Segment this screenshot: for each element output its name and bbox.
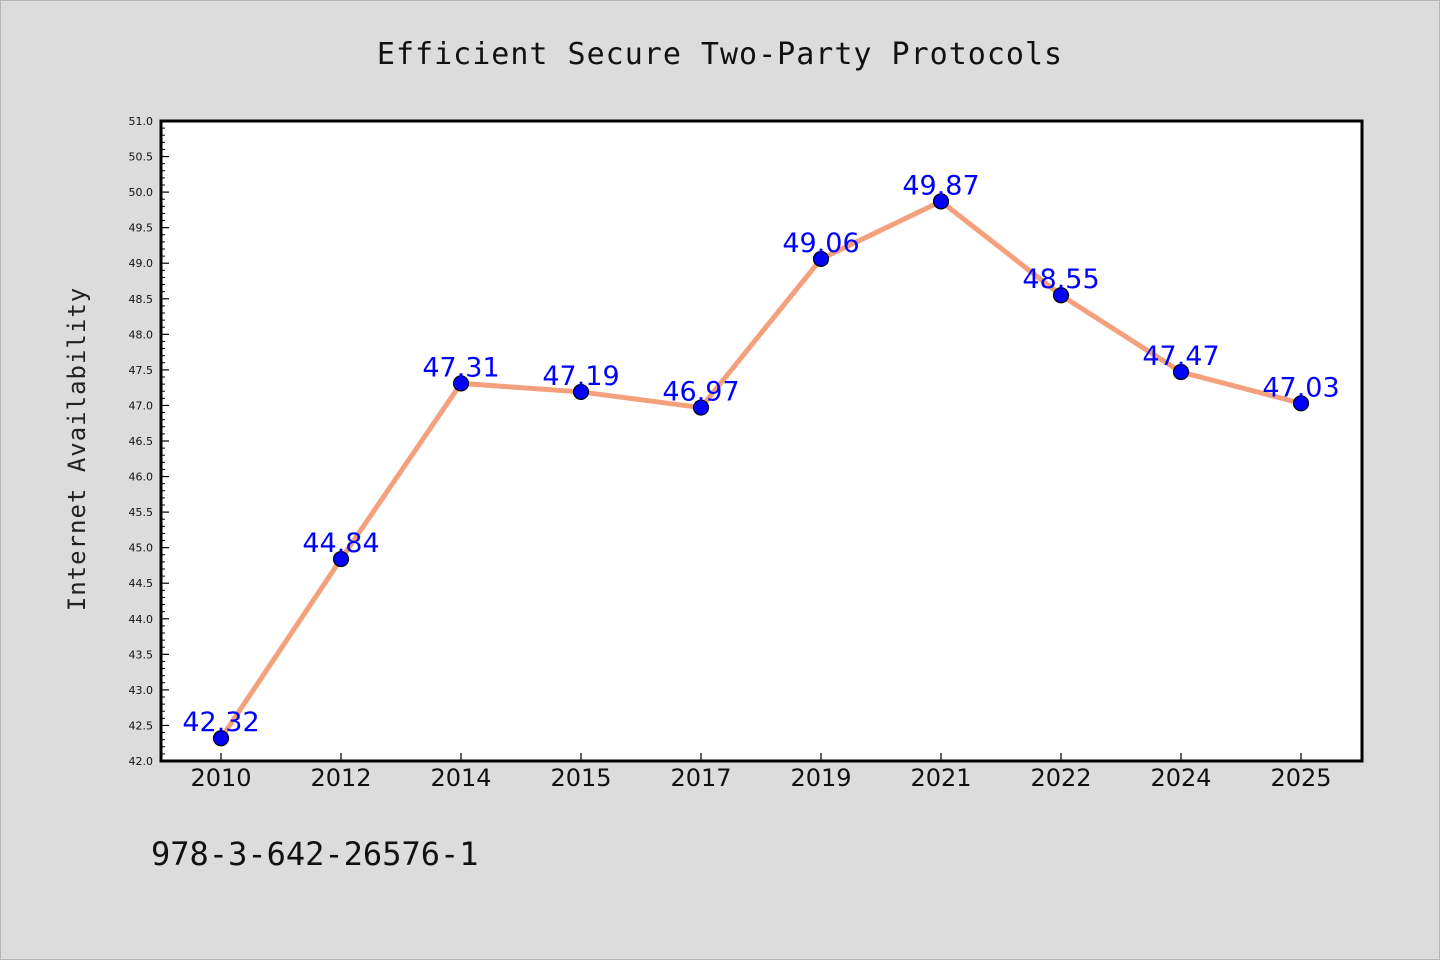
data-point <box>692 399 710 416</box>
y-tick-label: 45.0 <box>129 542 154 555</box>
y-tick-label: 46.0 <box>129 471 154 484</box>
y-tick-label: 42.5 <box>129 719 154 732</box>
y-tick-label: 48.5 <box>129 293 154 306</box>
y-tick-label: 49.0 <box>129 257 154 270</box>
data-point <box>572 383 590 401</box>
y-tick-label: 47.5 <box>129 364 154 377</box>
x-tick-label: 2022 <box>1030 764 1091 792</box>
x-tick-label: 2025 <box>1270 764 1331 792</box>
y-tick-label: 49.5 <box>129 222 154 235</box>
x-tick-label: 2014 <box>430 764 491 792</box>
data-labels: 42.32 44.84 47.31 47.19 46.97 49.06 49.87 48.55… <box>182 170 1339 738</box>
y-tick-label: 45.5 <box>129 506 154 519</box>
data-label: 47.47 <box>1142 341 1219 372</box>
data-label: 48.55 <box>1022 264 1099 295</box>
x-tick-label: 2024 <box>1150 764 1211 792</box>
data-label: 44.84 <box>302 528 379 559</box>
series-layer <box>212 193 1310 747</box>
x-tick-label: 2019 <box>790 764 851 792</box>
data-label: 49.06 <box>782 228 859 259</box>
y-tick-label: 48.0 <box>129 328 154 341</box>
data-point <box>332 550 350 568</box>
data-point <box>932 193 950 210</box>
y-tick-label: 42.0 <box>129 755 154 768</box>
x-tick-label: 2010 <box>190 764 251 792</box>
x-tick-label: 2017 <box>670 764 731 792</box>
series-line <box>218 198 1304 741</box>
data-label: 49.87 <box>902 170 979 201</box>
data-point <box>1172 363 1190 381</box>
y-tick-label: 51.0 <box>129 115 154 128</box>
plot-area <box>159 119 1364 763</box>
data-label: 46.97 <box>662 377 739 408</box>
y-tick-label: 43.0 <box>129 684 154 697</box>
y-axis-label: Internet Availability <box>63 287 91 611</box>
x-axis-ticks: 2010 2012 2014 2015 2017 2019 2021 2022 2024 2025 <box>190 753 1332 792</box>
x-tick-label: 2012 <box>310 764 371 792</box>
data-label: 47.31 <box>422 352 499 383</box>
y-tick-label: 43.5 <box>129 648 154 661</box>
y-tick-label: 47.0 <box>129 399 154 412</box>
chart-title: Efficient Secure Two-Party Protocols <box>377 37 1063 72</box>
data-point <box>212 730 230 747</box>
data-label: 47.19 <box>542 361 619 392</box>
y-tick-label: 50.5 <box>129 151 154 164</box>
data-label: 47.03 <box>1262 372 1339 403</box>
data-point <box>452 375 470 392</box>
y-tick-label: 44.0 <box>129 613 154 626</box>
data-point <box>812 250 830 268</box>
data-point <box>1052 287 1070 304</box>
x-tick-label: 2015 <box>550 764 611 792</box>
y-tick-label: 50.0 <box>129 186 154 199</box>
data-label: 42.32 <box>182 707 259 738</box>
y-axis-ticks: 42.0 42.5 43.0 43.5 44.0 44.5 45.0 45.5 46.0 46.5… <box>129 115 169 768</box>
isbn-text: 978-3-642-26576-1 <box>151 835 479 873</box>
y-tick-label: 44.5 <box>129 577 154 590</box>
y-tick-label: 46.5 <box>129 435 154 448</box>
x-tick-label: 2021 <box>910 764 971 792</box>
data-point <box>1292 395 1310 412</box>
